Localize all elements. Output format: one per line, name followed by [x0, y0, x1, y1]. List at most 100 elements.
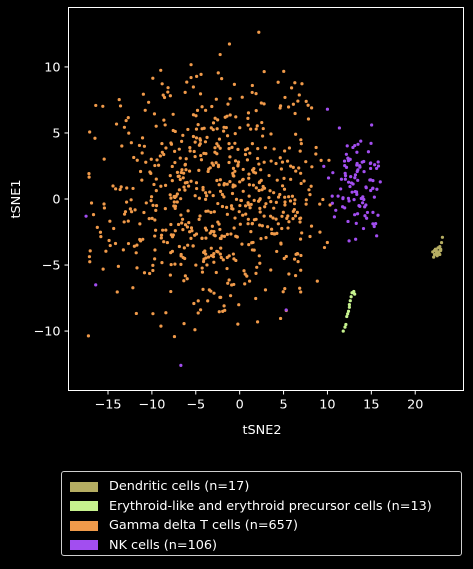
data-point: [299, 290, 303, 294]
y-tick-label: −5: [42, 259, 61, 274]
data-point: [168, 174, 172, 178]
data-point: [294, 169, 298, 173]
data-point: [187, 221, 191, 225]
data-point: [225, 205, 229, 210]
data-point: [185, 80, 189, 84]
data-point: [352, 289, 356, 294]
data-point: [255, 320, 260, 324]
data-point: [149, 157, 153, 161]
data-point: [319, 158, 323, 162]
data-point: [286, 226, 290, 230]
data-point: [342, 159, 347, 163]
data-point: [268, 214, 273, 218]
data-point: [300, 82, 304, 86]
data-point: [341, 329, 345, 333]
data-point: [164, 228, 168, 232]
data-point: [227, 254, 231, 258]
data-point: [153, 257, 157, 261]
data-point: [194, 232, 199, 236]
data-point: [194, 136, 199, 140]
data-point: [212, 230, 216, 234]
data-point: [283, 149, 287, 153]
data-point: [169, 289, 173, 294]
data-point: [177, 188, 181, 192]
data-point: [151, 263, 155, 267]
data-point: [203, 249, 207, 253]
data-point: [246, 222, 250, 226]
data-point: [129, 141, 133, 145]
data-point: [298, 220, 302, 224]
data-point: [376, 160, 380, 164]
data-point: [299, 142, 303, 146]
data-point: [378, 180, 382, 184]
data-point: [346, 196, 351, 200]
data-point: [302, 179, 306, 183]
data-point: [243, 282, 247, 286]
data-point: [247, 176, 251, 180]
data-point: [164, 311, 168, 315]
data-point: [180, 139, 184, 144]
data-point: [199, 153, 203, 158]
data-point: [365, 216, 369, 220]
data-point: [126, 116, 130, 120]
data-point: [280, 160, 285, 164]
legend: Dendritic cells (n=17) Erythroid-like an…: [61, 471, 462, 556]
data-point: [349, 175, 353, 179]
data-point: [334, 208, 338, 212]
data-point: [260, 120, 264, 125]
data-point: [198, 92, 203, 96]
data-point: [225, 182, 229, 186]
data-point: [353, 292, 357, 296]
data-point: [206, 299, 210, 303]
data-point: [285, 216, 289, 220]
data-point: [269, 268, 273, 272]
data-point: [236, 160, 241, 164]
x-tick-label: 5: [279, 398, 287, 413]
data-point: [123, 210, 128, 214]
data-point: [205, 263, 209, 267]
data-point: [148, 271, 152, 276]
data-point: [213, 116, 217, 120]
data-point: [264, 202, 268, 206]
data-point: [369, 141, 373, 145]
data-point: [188, 146, 192, 150]
data-point: [88, 249, 92, 253]
data-point: [299, 181, 303, 186]
data-point: [198, 308, 203, 312]
data-point: [260, 224, 264, 228]
legend-entry: NK cells (n=106): [70, 536, 461, 556]
data-point: [250, 248, 255, 252]
data-point: [101, 104, 105, 108]
data-point: [243, 152, 248, 157]
data-point: [203, 197, 208, 201]
data-point: [249, 230, 253, 234]
data-point: [196, 299, 200, 303]
axes-frame: [68, 7, 464, 391]
data-point: [135, 243, 139, 247]
data-point: [258, 223, 262, 227]
data-point: [89, 201, 94, 205]
data-point: [149, 195, 154, 199]
data-point: [289, 177, 293, 181]
data-point: [228, 97, 232, 101]
data-point: [347, 303, 351, 307]
data-point: [278, 316, 283, 321]
y-tick-label: 10: [44, 60, 60, 75]
data-point: [222, 195, 226, 199]
data-point: [181, 176, 185, 180]
data-point: [116, 264, 120, 268]
data-point: [233, 184, 237, 188]
data-point: [154, 177, 158, 181]
data-point: [102, 157, 106, 161]
data-point: [357, 204, 361, 208]
data-point: [87, 171, 91, 176]
data-point: [240, 242, 244, 246]
data-point: [286, 214, 290, 218]
data-point: [193, 140, 197, 144]
data-point: [227, 142, 231, 146]
data-point: [125, 200, 129, 204]
data-point: [135, 266, 139, 270]
data-point: [197, 217, 201, 221]
data-point: [440, 235, 445, 239]
data-point: [336, 194, 340, 198]
